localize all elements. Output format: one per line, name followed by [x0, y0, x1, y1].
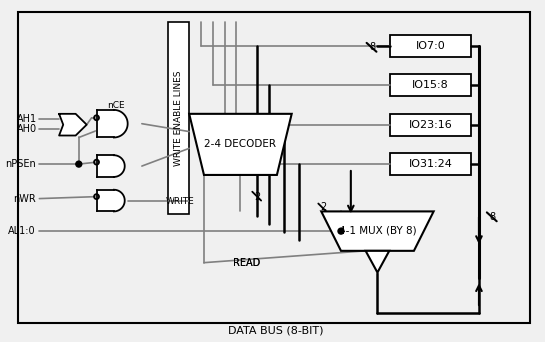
Text: nPSEn: nPSEn [5, 159, 35, 169]
Text: AH1: AH1 [17, 114, 38, 124]
Text: WRITE: WRITE [166, 197, 194, 206]
Text: IO15:8: IO15:8 [412, 80, 449, 90]
Text: 2-4 DECODER: 2-4 DECODER [204, 140, 276, 149]
Text: 8: 8 [490, 212, 496, 222]
Polygon shape [366, 251, 389, 273]
FancyBboxPatch shape [390, 35, 471, 57]
Text: 2: 2 [254, 192, 261, 202]
FancyBboxPatch shape [17, 12, 530, 323]
Text: READ: READ [233, 258, 260, 268]
Polygon shape [96, 155, 125, 177]
Text: IO7:0: IO7:0 [416, 41, 446, 51]
Text: 2: 2 [320, 202, 326, 212]
FancyBboxPatch shape [390, 75, 471, 96]
Text: nCE: nCE [107, 102, 125, 110]
Text: 4-1 MUX (BY 8): 4-1 MUX (BY 8) [338, 225, 416, 235]
Text: AH0: AH0 [17, 123, 38, 134]
Polygon shape [96, 190, 125, 211]
Text: nWR: nWR [13, 194, 35, 203]
FancyBboxPatch shape [167, 22, 189, 214]
FancyBboxPatch shape [390, 114, 471, 135]
Polygon shape [59, 114, 87, 135]
Polygon shape [189, 114, 292, 175]
Text: IO23:16: IO23:16 [409, 120, 452, 130]
Text: 8: 8 [370, 42, 376, 52]
Text: DATA BUS (8-BIT): DATA BUS (8-BIT) [228, 326, 324, 336]
Polygon shape [96, 110, 128, 137]
Text: AL1:0: AL1:0 [8, 226, 35, 236]
Polygon shape [321, 211, 434, 251]
Circle shape [338, 228, 344, 234]
Text: READ: READ [233, 258, 260, 268]
Text: IO31:24: IO31:24 [409, 159, 452, 169]
Circle shape [76, 161, 82, 167]
Text: WRITE ENABLE LINES: WRITE ENABLE LINES [174, 70, 183, 166]
FancyBboxPatch shape [390, 153, 471, 175]
